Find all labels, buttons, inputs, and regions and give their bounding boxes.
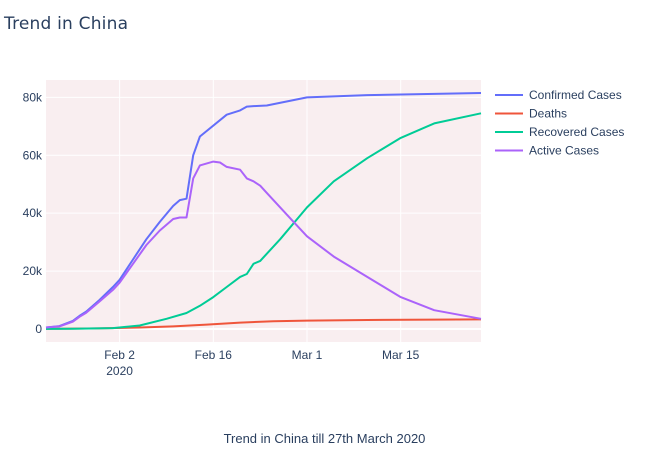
x-tick-label: Mar 1 (292, 348, 323, 362)
x-tick-sublabel: 2020 (106, 364, 133, 378)
x-tick-label: Mar 15 (382, 348, 420, 362)
y-tick-label: 40k (23, 206, 43, 220)
legend: Confirmed Cases Deaths Recovered Cases Acti… (495, 88, 624, 158)
x-axis: Feb 2 2020 Feb 16 Mar 1 Mar 15 (104, 348, 419, 378)
chart-caption: Trend in China till 27th March 2020 (223, 431, 426, 446)
legend-label-deaths: Deaths (529, 107, 567, 121)
page-title: Trend in China (4, 14, 129, 34)
y-tick-label: 0 (35, 322, 42, 336)
grid-lines (46, 80, 481, 342)
y-axis: 0 20k 40k 60k 80k (23, 90, 43, 336)
y-tick-label: 60k (23, 148, 43, 162)
legend-label-active-cases: Active Cases (529, 144, 599, 158)
series-line-recovered-cases (45, 112, 482, 330)
legend-label-recovered-cases: Recovered Cases (529, 125, 624, 139)
y-tick-label: 20k (23, 264, 43, 278)
series-line-active-cases (45, 160, 482, 329)
series-lines (45, 92, 482, 330)
x-tick-label: Feb 2 (104, 348, 135, 362)
plot-area (46, 80, 481, 342)
trend-chart: 0 20k 40k 60k 80k Feb 2 2020 Feb 16 Mar 1 Mar 15… (23, 80, 624, 378)
legend-label-confirmed-cases: Confirmed Cases (529, 88, 622, 102)
y-tick-label: 80k (23, 90, 43, 104)
x-tick-label: Feb 16 (195, 348, 233, 362)
